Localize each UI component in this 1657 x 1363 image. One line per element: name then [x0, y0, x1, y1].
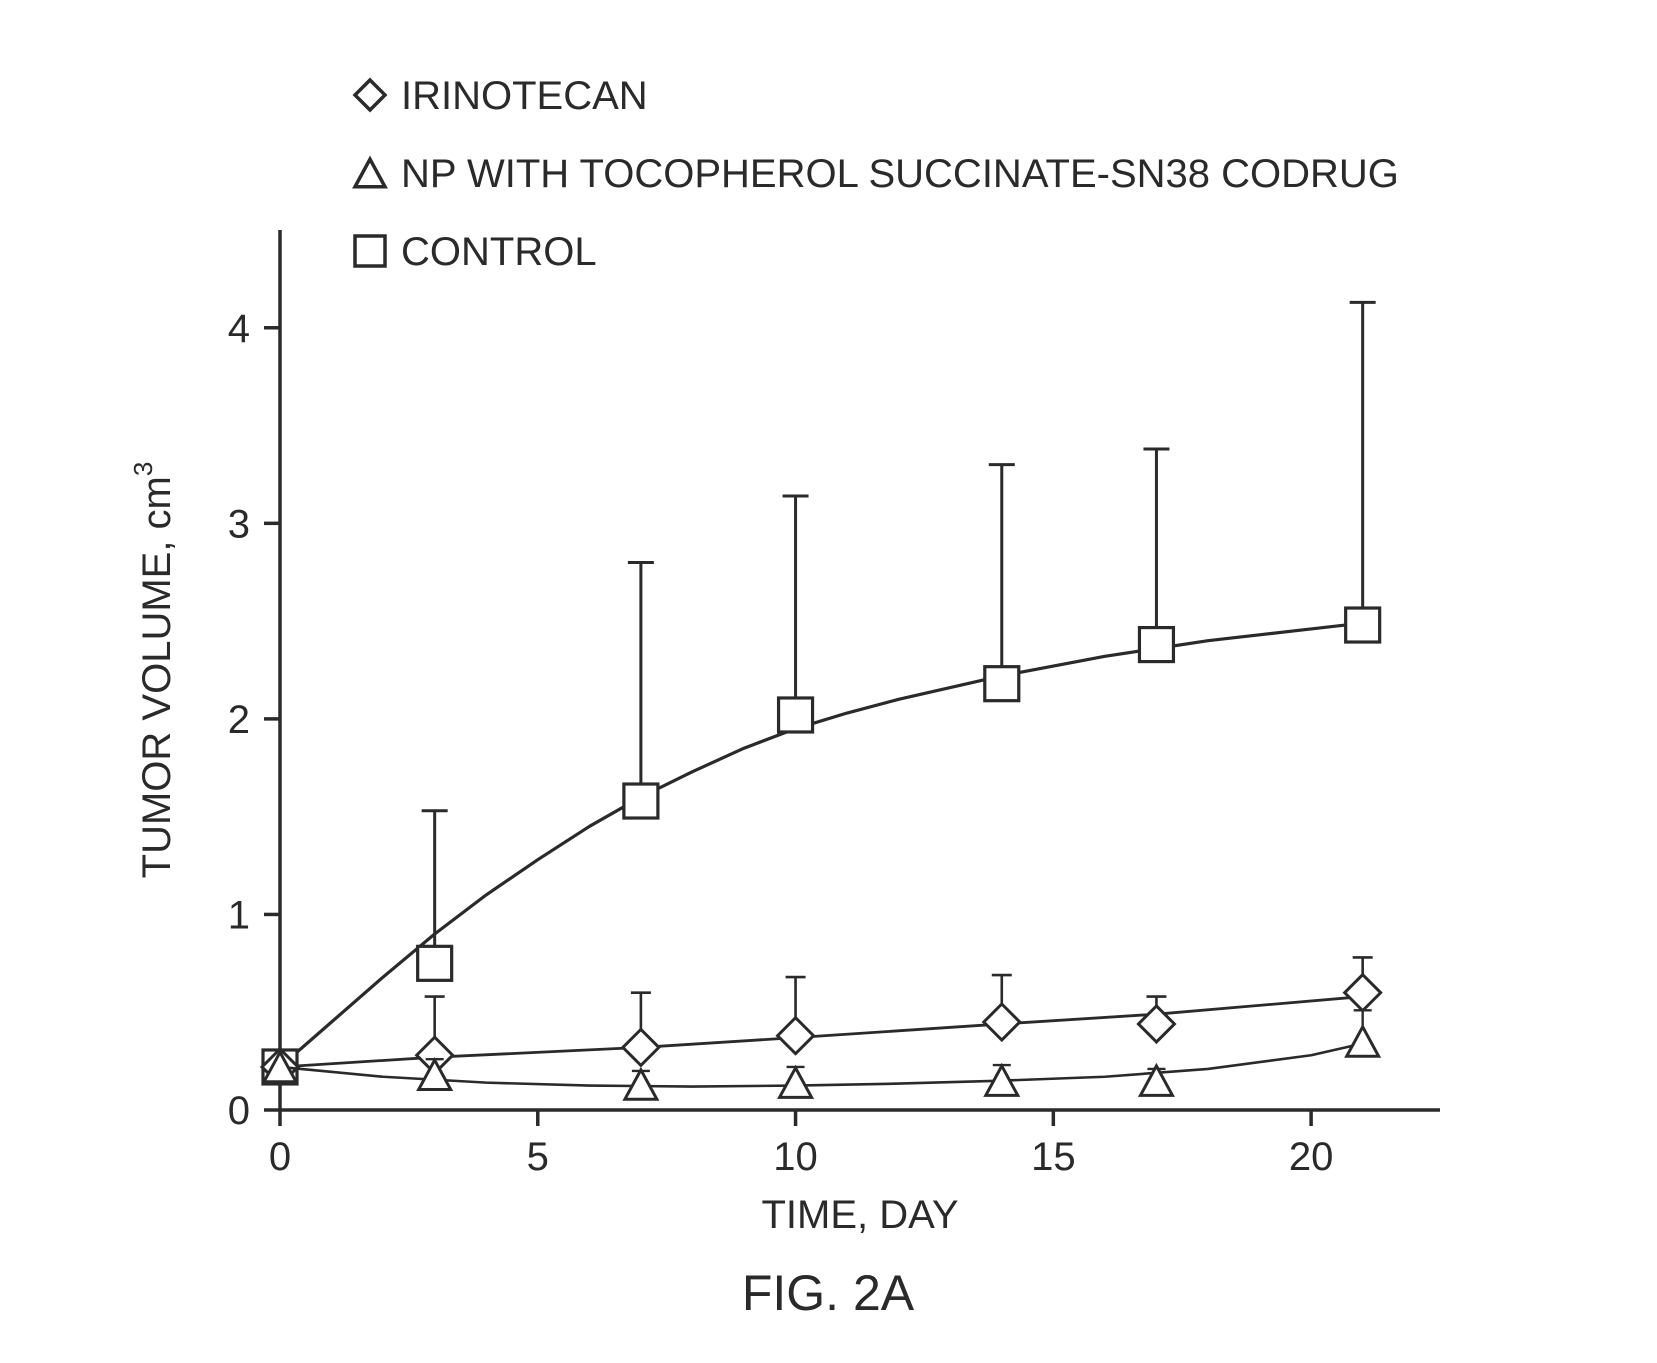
x-tick-label: 10	[773, 1135, 818, 1179]
y-tick-label: 3	[228, 502, 250, 546]
y-tick-label: 4	[228, 307, 250, 351]
figure-caption: FIG. 2A	[742, 1265, 915, 1321]
x-tick-label: 15	[1031, 1135, 1076, 1179]
x-axis-label: TIME, DAY	[761, 1193, 958, 1237]
x-tick-label: 20	[1289, 1135, 1334, 1179]
y-tick-label: 0	[228, 1089, 250, 1133]
chart-svg: 0 5 10 15 20 0 1 2 3 4 TIME, DAY TUMOR VOLUME, cm3 I…	[0, 0, 1657, 1363]
legend-label: IRINOTECAN	[401, 74, 648, 118]
x-tick-label: 0	[269, 1135, 291, 1179]
x-tick-label: 5	[527, 1135, 549, 1179]
legend-label: NP WITH TOCOPHEROL SUCCINATE-SN38 CODRUG	[401, 152, 1399, 196]
y-tick-label: 2	[228, 698, 250, 742]
y-tick-label: 1	[228, 893, 250, 937]
legend-label: CONTROL	[401, 230, 597, 274]
svg-text:TUMOR VOLUME, cm3: TUMOR VOLUME, cm3	[128, 462, 179, 879]
y-axis-label: TUMOR VOLUME, cm3	[128, 462, 179, 879]
